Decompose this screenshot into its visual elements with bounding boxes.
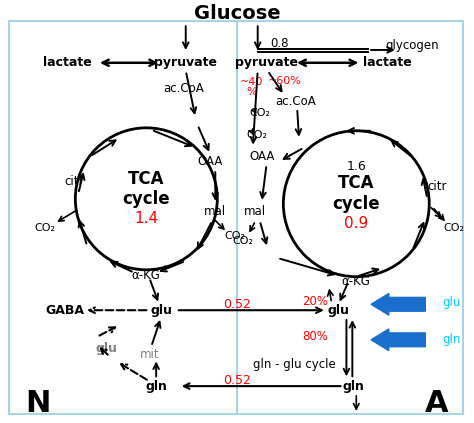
Text: pyruvate: pyruvate [235,56,298,69]
Text: glycogen: glycogen [386,38,439,52]
Text: 0.9: 0.9 [344,216,368,231]
Text: Glucose: Glucose [194,4,280,23]
Text: gln: gln [443,333,461,346]
Text: 80%: 80% [302,330,328,343]
Text: %: % [246,87,257,97]
Text: 0.52: 0.52 [223,374,251,387]
Text: OAA: OAA [198,155,223,168]
Text: TCA
cycle: TCA cycle [122,170,170,209]
Text: glu: glu [96,342,118,355]
Text: GABA: GABA [45,304,84,317]
Text: citr: citr [64,175,84,187]
Text: CO₂: CO₂ [246,130,267,140]
Text: lactate: lactate [43,56,92,69]
Text: CO₂: CO₂ [443,223,465,233]
FancyArrow shape [371,294,425,315]
Text: gln: gln [342,379,364,393]
Text: 0.8: 0.8 [270,36,289,49]
Text: 1.4: 1.4 [134,211,158,226]
Text: lactate: lactate [364,56,412,69]
Text: ~40: ~40 [240,77,264,88]
Text: CO₂: CO₂ [34,223,55,233]
Text: 0.52: 0.52 [223,298,251,311]
Text: CO₂: CO₂ [225,231,246,241]
Text: 1.6: 1.6 [346,160,366,173]
Text: ~60%: ~60% [267,76,301,85]
Text: mit: mit [139,348,159,361]
Text: glu: glu [150,304,172,317]
Text: N: N [25,390,51,418]
Text: TCA
cycle: TCA cycle [332,175,380,213]
Text: glu: glu [328,304,349,317]
FancyArrow shape [371,329,425,351]
Text: mal: mal [244,205,266,218]
Text: CO₂: CO₂ [232,236,254,246]
Text: CO₂: CO₂ [249,108,270,118]
Text: ac.CoA: ac.CoA [275,95,316,108]
Text: OAA: OAA [249,150,274,163]
Text: α-KG: α-KG [132,269,161,282]
Text: A: A [425,390,449,418]
Text: ac.CoA: ac.CoA [164,82,204,95]
Text: glu: glu [443,296,461,309]
Text: gln: gln [145,379,167,393]
Text: mal: mal [204,205,227,218]
Text: gln - glu cycle: gln - glu cycle [253,358,336,371]
Text: 20%: 20% [302,295,328,308]
Text: citr: citr [428,181,447,193]
Text: α-KG: α-KG [342,275,371,288]
Text: pyruvate: pyruvate [154,56,217,69]
